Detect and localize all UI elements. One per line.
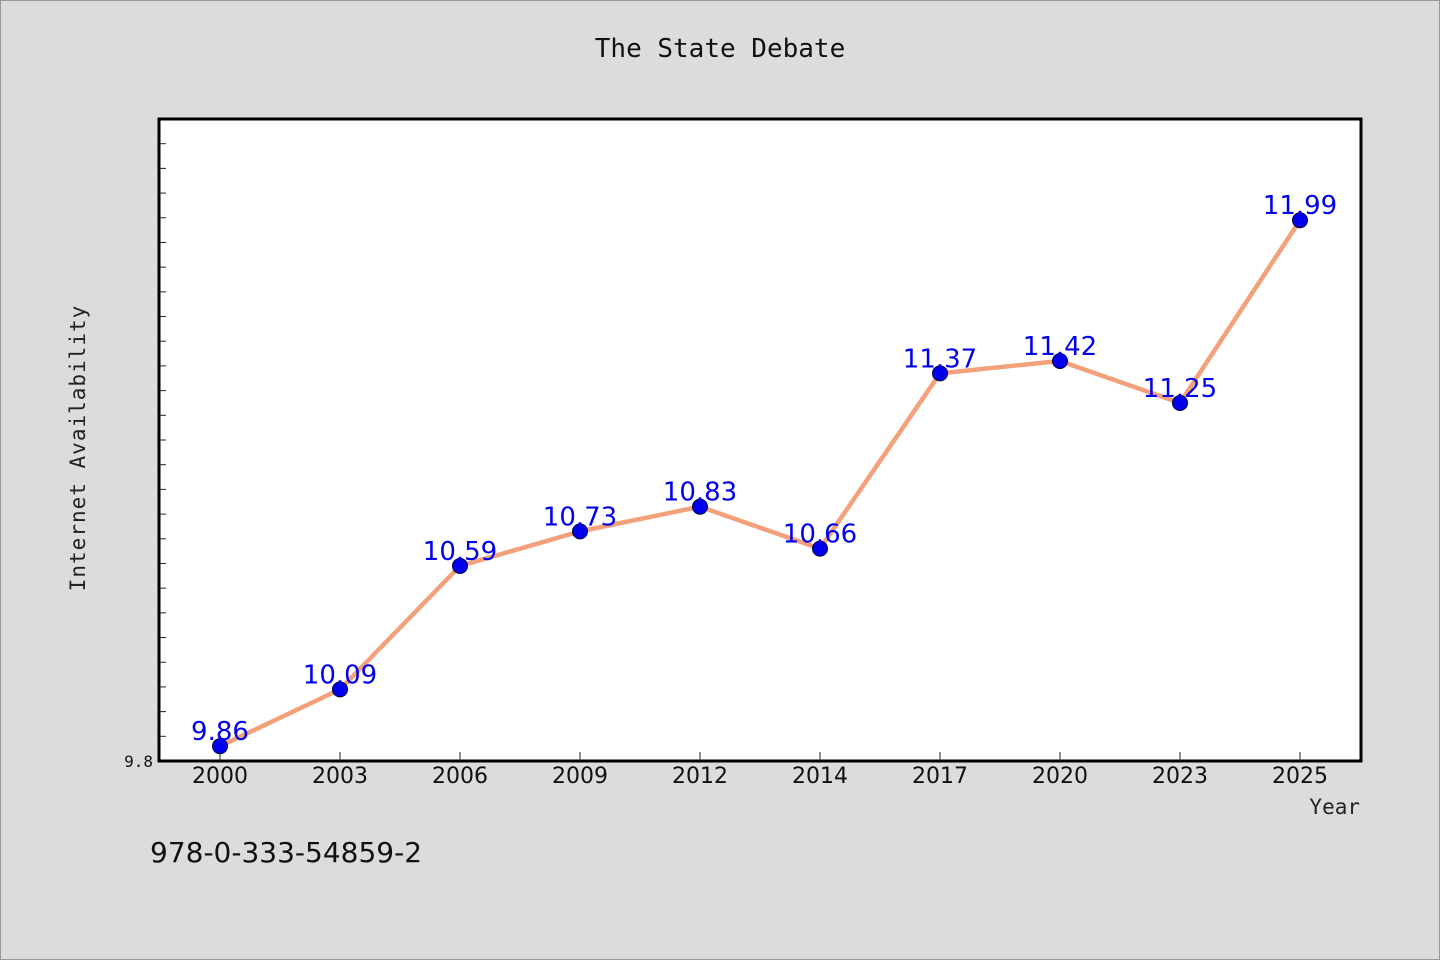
data-label: 10.66 <box>783 520 857 550</box>
x-axis-title: Year <box>1309 795 1360 819</box>
x-tick-label: 2009 <box>552 764 608 789</box>
x-axis-ticks: 2000 2003 2006 2009 2012 2014 2017 2020 2023 2025 <box>192 752 1328 789</box>
data-label: 10.83 <box>663 478 737 508</box>
x-tick-label: 2020 <box>1032 764 1088 789</box>
data-label: 11.99 <box>1263 191 1337 221</box>
plot-area <box>157 117 1363 763</box>
chart-title: The State Debate <box>594 34 846 64</box>
y-axis-ticks: 9.8 <box>124 143 166 771</box>
data-label: 10.59 <box>423 537 497 567</box>
x-tick-label: 2000 <box>192 764 248 789</box>
series-line <box>217 217 1303 749</box>
isbn-text: 978-0-333-54859-2 <box>150 836 423 869</box>
data-label: 10.73 <box>543 502 617 532</box>
x-tick-label: 2023 <box>1152 764 1208 789</box>
x-tick-label: 2014 <box>792 764 848 789</box>
data-point <box>572 523 588 540</box>
data-point <box>212 738 228 755</box>
data-point <box>332 681 348 698</box>
x-tick-label: 2025 <box>1272 764 1328 789</box>
data-point <box>812 540 828 557</box>
x-tick-label: 2012 <box>672 764 728 789</box>
data-point <box>452 557 468 574</box>
data-point <box>1292 212 1308 229</box>
data-point <box>1172 394 1188 411</box>
x-tick-label: 2017 <box>912 764 968 789</box>
series-group: 9.86 10.09 10.59 10.73 10.83 10.66 11.37 11.42 1… <box>191 191 1337 755</box>
data-point <box>692 498 708 515</box>
x-tick-label: 2006 <box>432 764 488 789</box>
data-label: 11.37 <box>903 344 977 374</box>
data-point <box>932 365 948 382</box>
x-tick-label: 2003 <box>312 764 368 789</box>
data-label: 9.86 <box>191 717 249 747</box>
data-point <box>1052 352 1068 369</box>
y-tick-label: 9.8 <box>124 752 153 771</box>
data-label: 11.42 <box>1023 332 1097 362</box>
data-label: 11.25 <box>1143 374 1217 404</box>
data-label: 10.09 <box>303 660 377 690</box>
